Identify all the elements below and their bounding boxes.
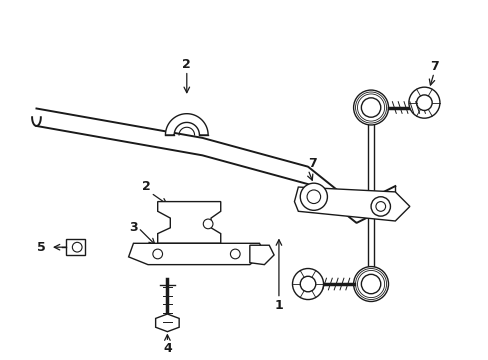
Polygon shape bbox=[128, 243, 264, 265]
Text: 7: 7 bbox=[429, 60, 438, 73]
Circle shape bbox=[370, 197, 389, 216]
Circle shape bbox=[306, 190, 320, 203]
Polygon shape bbox=[65, 239, 85, 255]
Circle shape bbox=[300, 276, 315, 292]
Circle shape bbox=[72, 242, 82, 252]
Text: 6: 6 bbox=[338, 190, 346, 203]
Polygon shape bbox=[155, 314, 179, 332]
Circle shape bbox=[361, 274, 380, 294]
Text: 3: 3 bbox=[129, 221, 138, 234]
Text: 1: 1 bbox=[274, 298, 283, 312]
Polygon shape bbox=[165, 114, 208, 135]
Circle shape bbox=[230, 249, 240, 259]
Circle shape bbox=[408, 87, 439, 118]
Text: 2: 2 bbox=[142, 180, 151, 193]
Polygon shape bbox=[294, 187, 409, 221]
Circle shape bbox=[203, 219, 213, 229]
Polygon shape bbox=[157, 202, 220, 243]
Circle shape bbox=[353, 266, 388, 301]
Text: 4: 4 bbox=[163, 342, 171, 355]
Polygon shape bbox=[249, 245, 273, 265]
Circle shape bbox=[416, 95, 431, 111]
Text: 7: 7 bbox=[307, 157, 316, 170]
Circle shape bbox=[375, 202, 385, 211]
Circle shape bbox=[153, 249, 162, 259]
Text: 5: 5 bbox=[38, 241, 46, 254]
Circle shape bbox=[353, 90, 388, 125]
Text: 2: 2 bbox=[182, 58, 191, 71]
Circle shape bbox=[300, 183, 327, 210]
Circle shape bbox=[361, 98, 380, 117]
Circle shape bbox=[292, 269, 323, 300]
